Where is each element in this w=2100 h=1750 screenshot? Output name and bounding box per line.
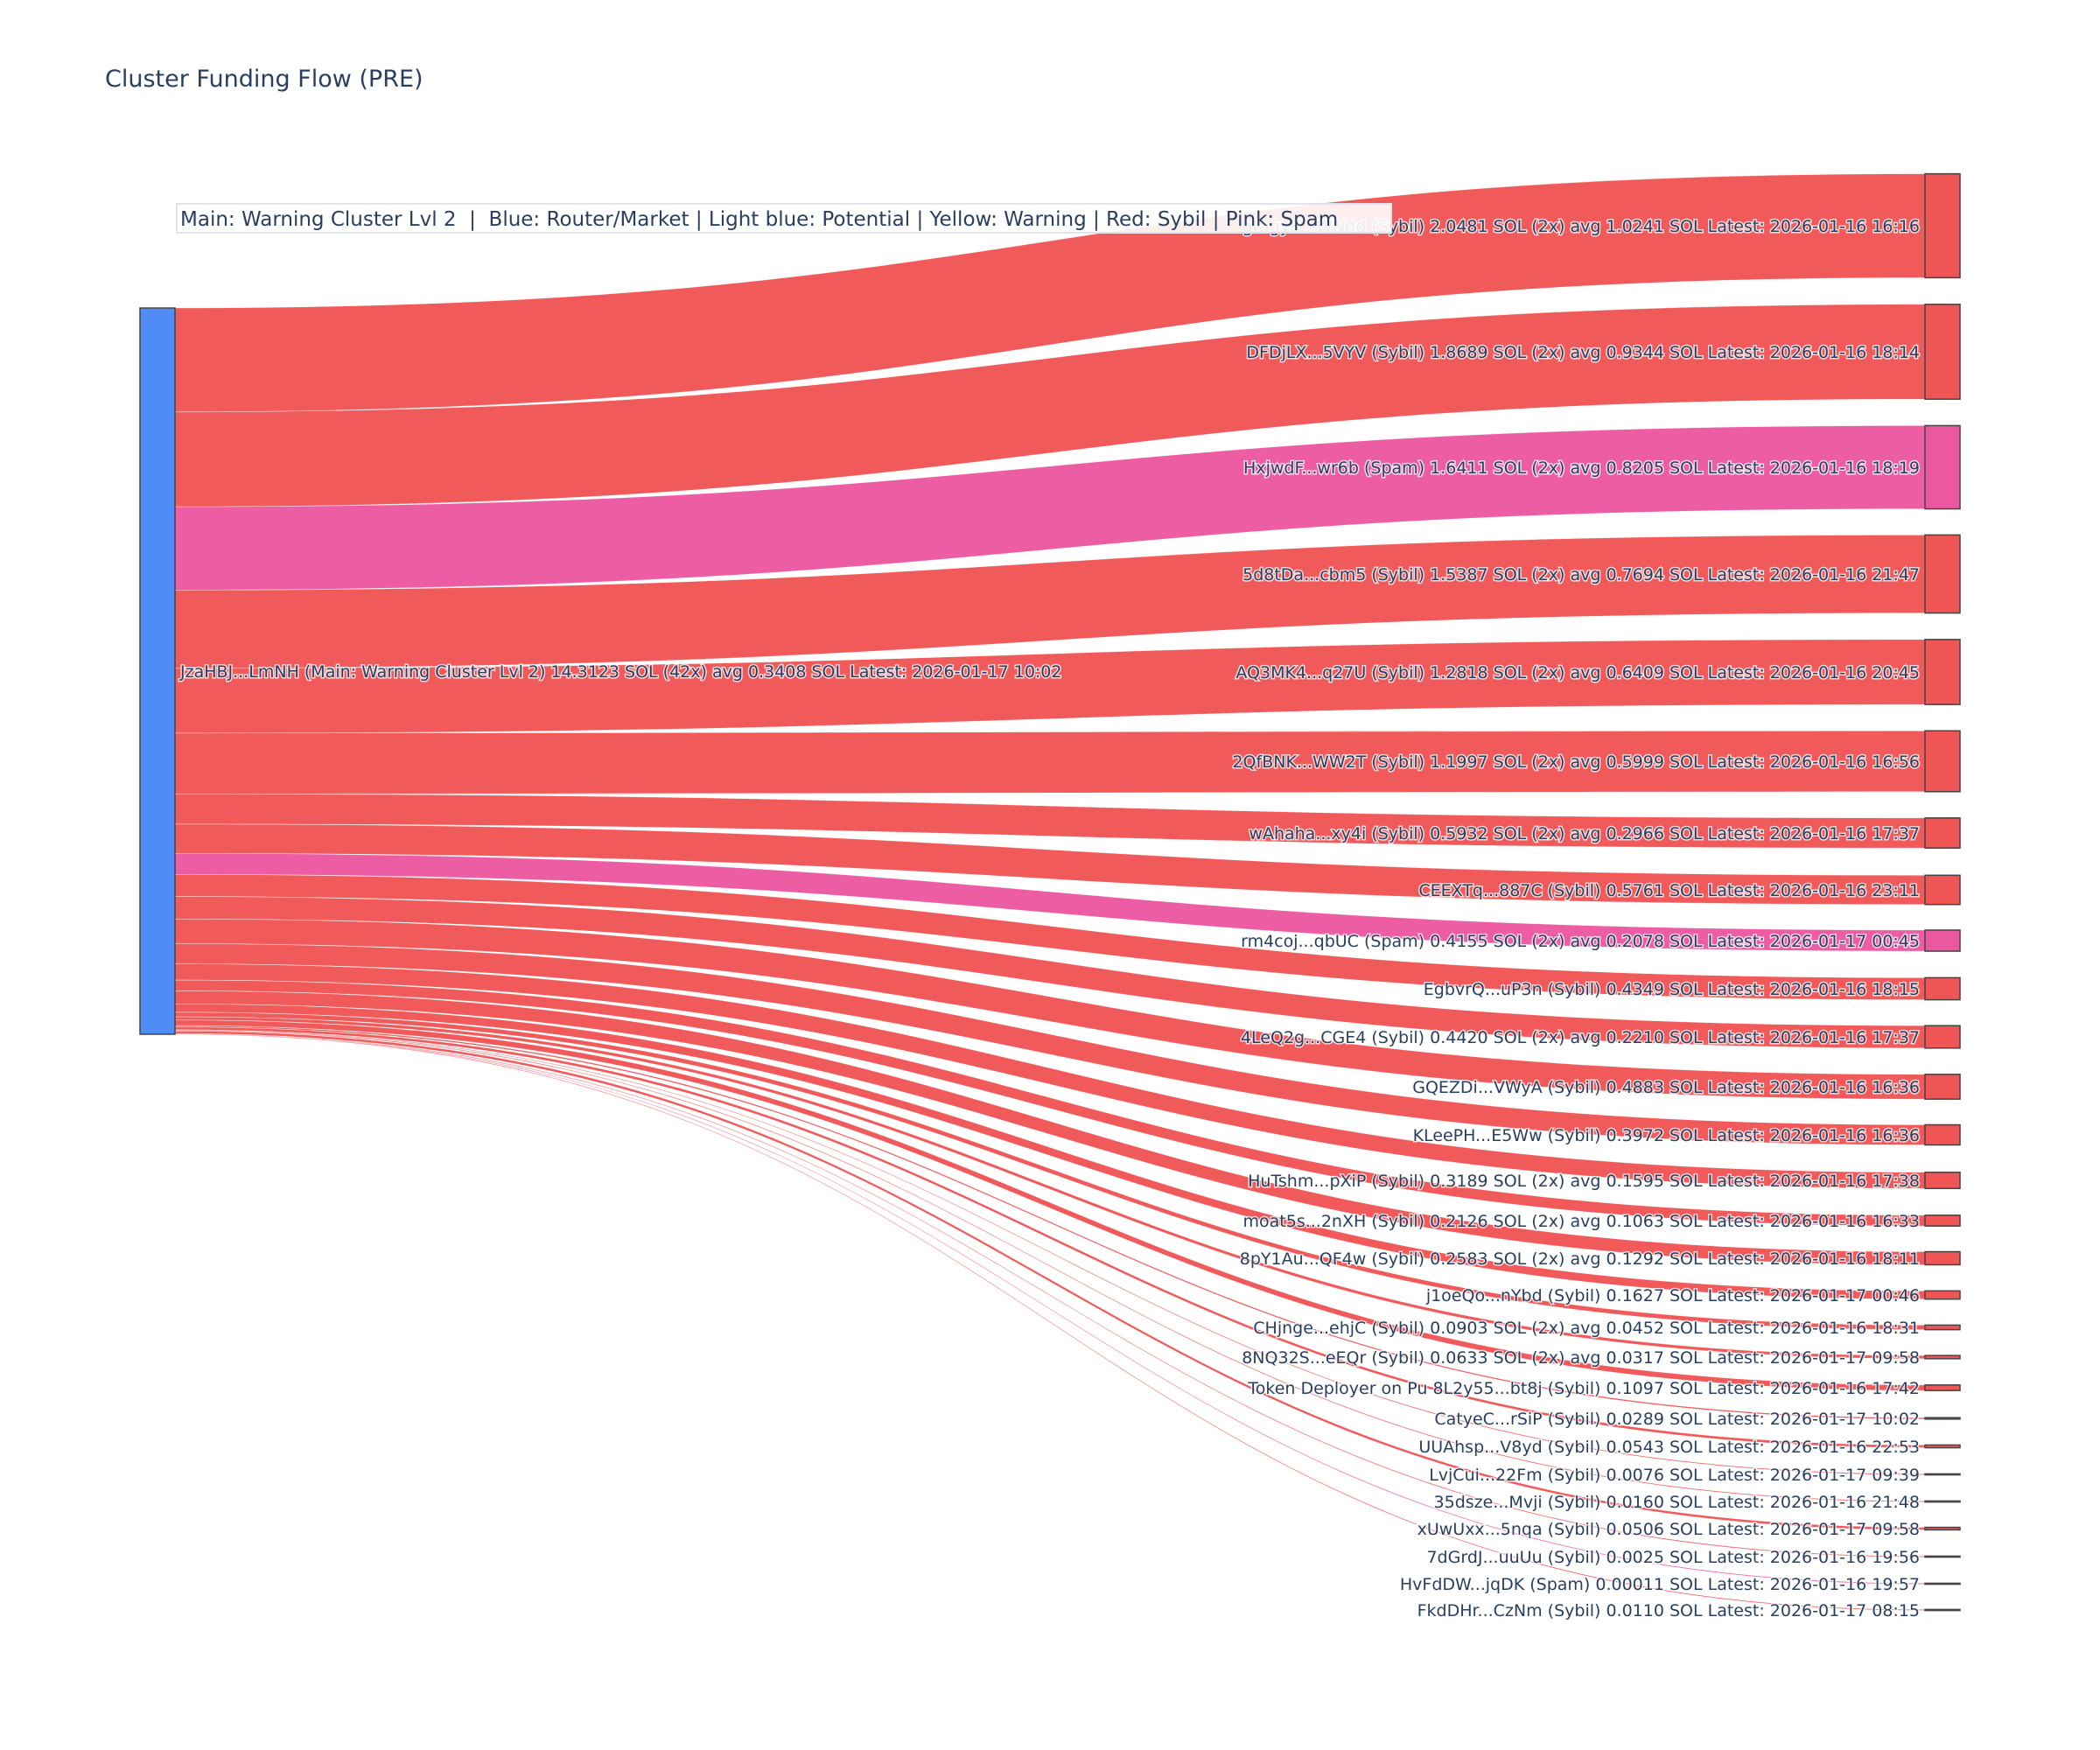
target-node-25[interactable]	[1924, 1555, 1961, 1558]
target-node-23[interactable]	[1924, 1500, 1961, 1503]
target-node-label: moat5s...2nXH (Sybil) 0.2126 SOL (2x) av…	[1243, 1212, 1920, 1231]
target-node-label: KLeePH...E5Ww (Sybil) 0.3972 SOL Latest:…	[1413, 1126, 1920, 1145]
target-node-label: 7dGrdJ...uuUu (Sybil) 0.0025 SOL Latest:…	[1426, 1548, 1920, 1567]
target-node-16[interactable]	[1924, 1290, 1961, 1300]
legend-note-box	[176, 203, 1392, 234]
legend-note: Main: Warning Cluster Lvl 2 | Blue: Rout…	[176, 203, 1392, 234]
nodes-layer	[139, 172, 1961, 1612]
target-node-11[interactable]	[1924, 1074, 1961, 1100]
target-node-label: CatyeC...rSiP (Sybil) 0.0289 SOL Latest:…	[1434, 1410, 1920, 1429]
target-node-4[interactable]	[1924, 639, 1961, 705]
target-node-label: 2QfBNK...WW2T (Sybil) 1.1997 SOL (2x) av…	[1232, 752, 1920, 772]
target-node-label: wAhaha...xy4i (Sybil) 0.5932 SOL (2x) av…	[1249, 824, 1920, 844]
target-node-10[interactable]	[1924, 1025, 1961, 1049]
target-node-12[interactable]	[1924, 1124, 1961, 1146]
target-node-label: UUAhsp...V8yd (Sybil) 0.0543 SOL Latest:…	[1418, 1438, 1920, 1457]
target-node-label: LvjCui...22Fm (Sybil) 0.0076 SOL Latest:…	[1429, 1466, 1920, 1485]
target-node-2[interactable]	[1924, 424, 1961, 510]
legend-note-text: Main: Warning Cluster Lvl 2 | Blue: Rout…	[180, 208, 1338, 231]
target-node-1[interactable]	[1924, 304, 1961, 400]
target-node-label: j1oeQo...nYbd (Sybil) 0.1627 SOL Latest:…	[1425, 1286, 1920, 1306]
chart-title: Cluster Funding Flow (PRE)	[105, 66, 424, 93]
target-node-label: CEEXTq...887C (Sybil) 0.5761 SOL Latest:…	[1418, 881, 1920, 900]
target-node-label: 5d8tDa...cbm5 (Sybil) 1.5387 SOL (2x) av…	[1242, 565, 1920, 584]
target-node-8[interactable]	[1924, 929, 1961, 952]
target-node-label: 4LeQ2g...CGE4 (Sybil) 0.4420 SOL (2x) av…	[1241, 1028, 1920, 1047]
target-node-9[interactable]	[1924, 976, 1961, 1001]
target-node-label: 8NQ32S...eEQr (Sybil) 0.0633 SOL (2x) av…	[1242, 1348, 1920, 1368]
target-node-5[interactable]	[1924, 730, 1961, 793]
target-node-15[interactable]	[1924, 1250, 1961, 1266]
target-node-26[interactable]	[1924, 1582, 1961, 1586]
target-node-label: 8pY1Au...QF4w (Sybil) 0.2583 SOL (2x) av…	[1240, 1250, 1920, 1269]
links-layer	[174, 173, 1926, 1611]
target-node-label: EgbvrQ...uP3n (Sybil) 0.4349 SOL Latest:…	[1424, 980, 1920, 999]
target-node-6[interactable]	[1924, 817, 1961, 849]
target-node-24[interactable]	[1924, 1526, 1961, 1531]
source-node-label: JzaHBJ...LmNH (Main: Warning Cluster Lvl…	[179, 662, 1061, 682]
target-node-27[interactable]	[1924, 1608, 1961, 1612]
target-node-label: AQ3MK4...q27U (Sybil) 1.2818 SOL (2x) av…	[1236, 663, 1920, 682]
target-node-label: 35dsze...Mvji (Sybil) 0.0160 SOL Latest:…	[1434, 1493, 1920, 1512]
target-node-14[interactable]	[1924, 1214, 1961, 1227]
target-node-label: GQEZDi...VWyA (Sybil) 0.4883 SOL Latest:…	[1412, 1078, 1920, 1097]
target-node-19[interactable]	[1924, 1384, 1961, 1391]
target-node-7[interactable]	[1924, 874, 1961, 906]
target-node-3[interactable]	[1924, 534, 1961, 614]
target-node-label: HvFdDW...jqDK (Spam) 0.00011 SOL Latest:…	[1400, 1575, 1920, 1594]
source-node[interactable]	[139, 307, 176, 1035]
target-node-label: HxjwdF...wr6b (Spam) 1.6411 SOL (2x) avg…	[1243, 458, 1920, 478]
target-node-20[interactable]	[1924, 1417, 1961, 1420]
target-node-label: Token Deployer on Pu 8L2y55...bt8j (Sybi…	[1247, 1379, 1920, 1398]
target-node-label: FkdDHr...CzNm (Sybil) 0.0110 SOL Latest:…	[1418, 1601, 1920, 1620]
target-node-label: rm4coj...qbUC (Spam) 0.4155 SOL (2x) avg…	[1241, 932, 1920, 951]
target-node-label: HuTshm...pXiP (Sybil) 0.3189 SOL (2x) av…	[1248, 1172, 1920, 1191]
target-node-18[interactable]	[1924, 1354, 1961, 1360]
target-node-0[interactable]	[1924, 172, 1961, 279]
target-node-17[interactable]	[1924, 1324, 1961, 1331]
target-node-21[interactable]	[1924, 1444, 1961, 1449]
target-node-label: xUwUxx...5nqa (Sybil) 0.0506 SOL Latest:…	[1418, 1520, 1920, 1539]
target-node-label: DFDjLX...5VYV (Sybil) 1.8689 SOL (2x) av…	[1246, 343, 1920, 362]
target-node-13[interactable]	[1924, 1172, 1961, 1189]
target-node-label: CHjnge...ehjC (Sybil) 0.0903 SOL (2x) av…	[1253, 1319, 1920, 1338]
